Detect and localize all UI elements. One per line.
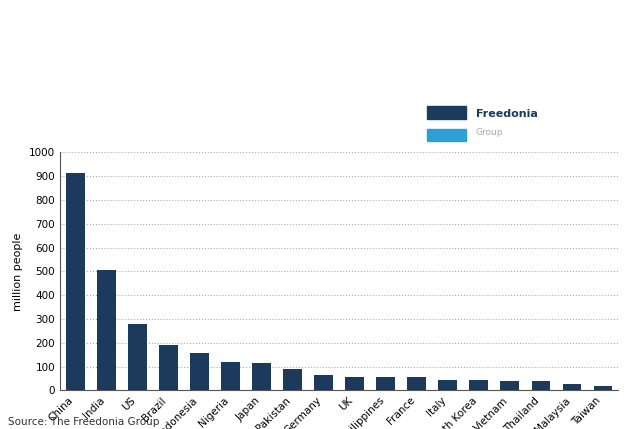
Text: Freedonia: Freedonia — [476, 109, 538, 119]
Bar — [345, 377, 364, 390]
Bar — [500, 381, 519, 390]
Bar — [66, 172, 85, 390]
Bar — [427, 106, 466, 119]
Bar — [427, 129, 466, 141]
Bar — [283, 369, 302, 390]
Text: 2022: 2022 — [8, 51, 42, 63]
Bar — [97, 270, 116, 390]
Bar — [469, 381, 488, 390]
Text: Figure 4-2.: Figure 4-2. — [8, 8, 78, 21]
Bar — [563, 384, 581, 390]
Bar — [314, 375, 333, 390]
Y-axis label: million people: million people — [13, 232, 23, 311]
Text: Group: Group — [476, 128, 503, 137]
Text: Urban Population by Country,: Urban Population by Country, — [8, 29, 204, 42]
Bar — [128, 324, 147, 390]
Bar — [252, 363, 271, 390]
Bar — [191, 353, 209, 390]
Bar — [439, 381, 457, 390]
Bar — [531, 381, 550, 390]
Bar — [159, 345, 178, 390]
Bar — [594, 386, 612, 390]
Text: Source: The Freedonia Group: Source: The Freedonia Group — [8, 417, 159, 427]
Bar — [376, 377, 395, 390]
Bar — [408, 377, 426, 390]
Bar — [221, 363, 240, 390]
Text: (million people): (million people) — [8, 73, 112, 86]
